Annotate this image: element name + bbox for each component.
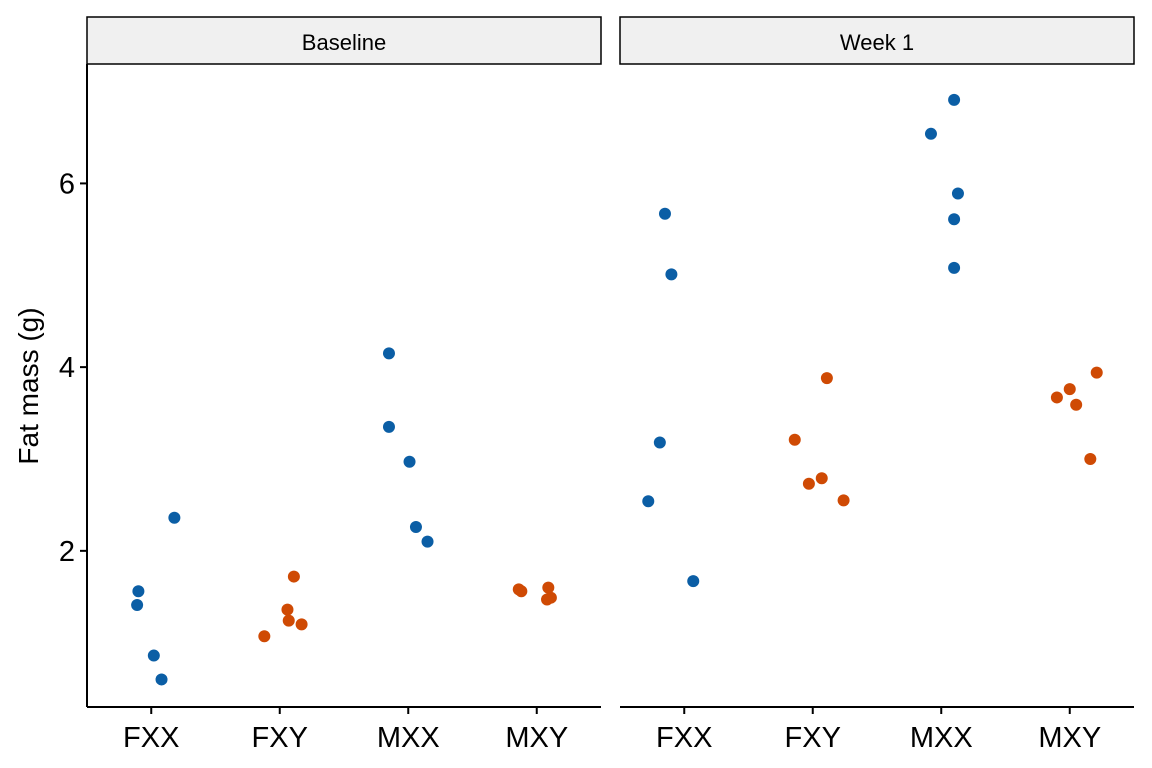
data-point	[924, 127, 937, 140]
data-point	[132, 585, 145, 598]
data-point	[1084, 452, 1097, 465]
data-point	[287, 570, 300, 583]
y-tick-label: 6	[59, 168, 75, 200]
data-point	[281, 603, 294, 616]
data-point	[948, 261, 961, 274]
data-point	[409, 520, 422, 533]
data-point	[837, 494, 850, 507]
data-point	[642, 495, 655, 508]
data-point	[1090, 366, 1103, 379]
data-point	[653, 436, 666, 449]
data-point	[948, 93, 961, 106]
facet-panel: Baseline FXX FXY MXX MXY	[86, 16, 602, 754]
y-axis: 2 4 6	[59, 64, 88, 707]
facet-strip-label: Baseline	[302, 30, 386, 55]
data-point	[658, 207, 671, 220]
facet-panel: Week 1 FXX FXY MXX MXY	[619, 16, 1135, 754]
x-tick-label: FXX	[123, 722, 179, 754]
x-tick-label: MXY	[1038, 722, 1101, 754]
data-point	[815, 472, 828, 485]
x-tick-label: MXY	[505, 722, 568, 754]
facet-strip	[619, 16, 1135, 65]
data-point	[515, 585, 528, 598]
data-point	[155, 673, 168, 686]
y-tick-label: 4	[59, 352, 75, 384]
data-point	[147, 649, 160, 662]
data-point	[403, 455, 416, 468]
y-axis-title: Fat mass (g)	[13, 307, 44, 464]
x-tick-label: MXX	[910, 722, 973, 754]
data-point	[131, 599, 144, 612]
data-point	[421, 535, 434, 548]
facet-panels: Baseline FXX FXY MXX MXY Week 1 FXX FXY MXX MXY	[86, 16, 1135, 754]
y-tick-label: 2	[59, 536, 75, 568]
data-point	[295, 618, 308, 631]
data-point	[788, 433, 801, 446]
data-point	[951, 187, 964, 200]
data-point	[544, 591, 557, 604]
x-tick-label: FXY	[252, 722, 308, 754]
data-point	[258, 630, 271, 643]
x-tick-label: FXX	[656, 722, 712, 754]
facet-strip-label: Week 1	[840, 30, 914, 55]
data-point	[820, 372, 833, 385]
x-tick-label: MXX	[377, 722, 440, 754]
facet-strip	[86, 16, 602, 65]
data-point	[1050, 391, 1063, 404]
data-point	[168, 511, 181, 524]
data-point	[665, 268, 678, 281]
data-point	[382, 347, 395, 360]
data-point	[1063, 383, 1076, 396]
data-point	[542, 581, 555, 594]
data-point	[382, 420, 395, 433]
data-point	[948, 213, 961, 226]
data-point	[1070, 398, 1083, 411]
data-point	[282, 614, 295, 627]
data-point	[802, 477, 815, 490]
x-tick-label: FXY	[785, 722, 841, 754]
data-point	[687, 575, 700, 588]
